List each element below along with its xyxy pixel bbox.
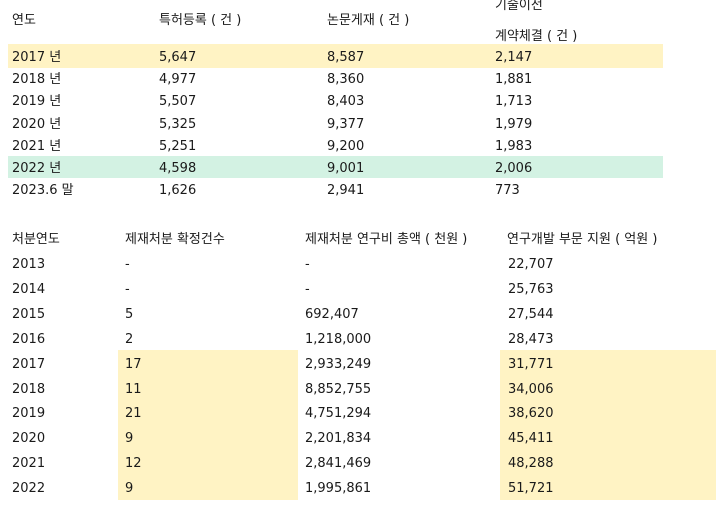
table1-cell-tech: 2,006 — [495, 161, 533, 176]
table2-cell-support: 31,771 — [508, 356, 554, 372]
table1-cell-year: 2020 년 — [12, 116, 62, 132]
table2-cell-year: 2013 — [12, 257, 46, 272]
table2-cell-rnd_total: 692,407 — [305, 306, 359, 322]
table2-cell-year: 2022 — [12, 481, 46, 497]
table1-cell-year: 2017 년 — [12, 50, 62, 65]
table2-cell-rnd_total: 2,933,249 — [305, 356, 372, 372]
table2-cell-support: 25,763 — [508, 281, 554, 297]
table1-cell-papers: 8,587 — [327, 50, 365, 65]
table2-cell-year: 2014 — [12, 281, 46, 297]
table1-cell-papers: 8,360 — [327, 72, 365, 88]
table2-cell-support: 38,620 — [508, 406, 554, 422]
header-tech-transfer-line1: 기술이전 — [495, 0, 543, 13]
table1-cell-tech: 1,881 — [495, 72, 533, 88]
row-highlight-2022 — [8, 156, 663, 178]
table1-cell-patents: 1,626 — [159, 183, 197, 199]
table2-cell-sanctions: 9 — [125, 481, 134, 497]
header-rnd-support: 연구개발 부문 지원 ( 억원 ) — [507, 232, 658, 247]
table1-cell-tech: 2,147 — [495, 50, 533, 65]
table2-cell-year: 2021 — [12, 456, 46, 472]
table2-cell-rnd_total: 2,841,469 — [305, 456, 372, 472]
header-papers: 논문게재 ( 건 ) — [327, 13, 410, 28]
table2-cell-year: 2020 — [12, 431, 46, 447]
table1-cell-patents: 4,598 — [159, 161, 197, 176]
table1-cell-patents: 5,325 — [159, 116, 197, 132]
header-sanctions-count: 제재처분 확정건수 — [125, 232, 225, 247]
table1-cell-tech: 1,713 — [495, 94, 533, 110]
table2-cell-sanctions: 2 — [125, 331, 134, 347]
table2-cell-sanctions: 12 — [125, 456, 142, 472]
table1-cell-patents: 5,507 — [159, 94, 197, 110]
table1-cell-papers: 9,200 — [327, 138, 365, 154]
table1-cell-year: 2023.6 말 — [12, 183, 74, 199]
table1-cell-tech: 1,983 — [495, 138, 533, 154]
table2-cell-support: 34,006 — [508, 381, 554, 397]
table1-cell-papers: 9,377 — [327, 116, 365, 132]
table2-cell-support: 27,544 — [508, 306, 554, 322]
table2-cell-support: 22,707 — [508, 257, 554, 272]
table1-cell-patents: 5,647 — [159, 50, 197, 65]
table2-cell-rnd_total: - — [305, 281, 310, 297]
table2-cell-sanctions: - — [125, 257, 130, 272]
table2-cell-year: 2017 — [12, 356, 46, 372]
table2-cell-sanctions: 21 — [125, 406, 142, 422]
table2-cell-rnd_total: 1,218,000 — [305, 331, 372, 347]
table2-cell-sanctions: 17 — [125, 356, 142, 372]
table2-cell-rnd_total: 4,751,294 — [305, 406, 372, 422]
header-tech-transfer-line2: 계약체결 ( 건 ) — [495, 29, 578, 44]
table2-cell-rnd_total: 2,201,834 — [305, 431, 372, 447]
table1-cell-year: 2019 년 — [12, 94, 62, 110]
table2-cell-sanctions: - — [125, 281, 130, 297]
table1-cell-papers: 2,941 — [327, 183, 365, 199]
table2-cell-year: 2018 — [12, 381, 46, 397]
header-patents: 특허등록 ( 건 ) — [159, 13, 242, 28]
header-year: 연도 — [12, 13, 36, 28]
row-highlight-2017 — [8, 44, 663, 68]
table1-cell-patents: 4,977 — [159, 72, 197, 88]
table2-cell-support: 51,721 — [508, 481, 554, 497]
table2-cell-sanctions: 5 — [125, 306, 134, 322]
table2-cell-year: 2015 — [12, 306, 46, 322]
table2-cell-sanctions: 9 — [125, 431, 134, 447]
table2-cell-rnd_total: 8,852,755 — [305, 381, 372, 397]
table2-cell-support: 28,473 — [508, 331, 554, 347]
table1-cell-year: 2021 년 — [12, 138, 62, 154]
table1-cell-papers: 9,001 — [327, 161, 365, 176]
table1-cell-papers: 8,403 — [327, 94, 365, 110]
table1-cell-year: 2018 년 — [12, 72, 62, 88]
table2-cell-support: 45,411 — [508, 431, 554, 447]
sanctions-column-highlight — [118, 350, 298, 500]
table1-cell-year: 2022 년 — [12, 161, 62, 176]
table2-cell-sanctions: 11 — [125, 381, 142, 397]
table1-cell-tech: 773 — [495, 183, 520, 199]
table1-cell-tech: 1,979 — [495, 116, 533, 132]
table2-cell-year: 2016 — [12, 331, 46, 347]
table2-cell-rnd_total: 1,995,861 — [305, 481, 372, 497]
header-disposal-year: 처분연도 — [12, 232, 60, 247]
support-column-highlight — [500, 350, 716, 500]
table2-cell-year: 2019 — [12, 406, 46, 422]
table2-cell-rnd_total: - — [305, 257, 310, 272]
table1-cell-patents: 5,251 — [159, 138, 197, 154]
header-rnd-total: 제재처분 연구비 총액 ( 천원 ) — [305, 232, 468, 247]
table2-cell-support: 48,288 — [508, 456, 554, 472]
